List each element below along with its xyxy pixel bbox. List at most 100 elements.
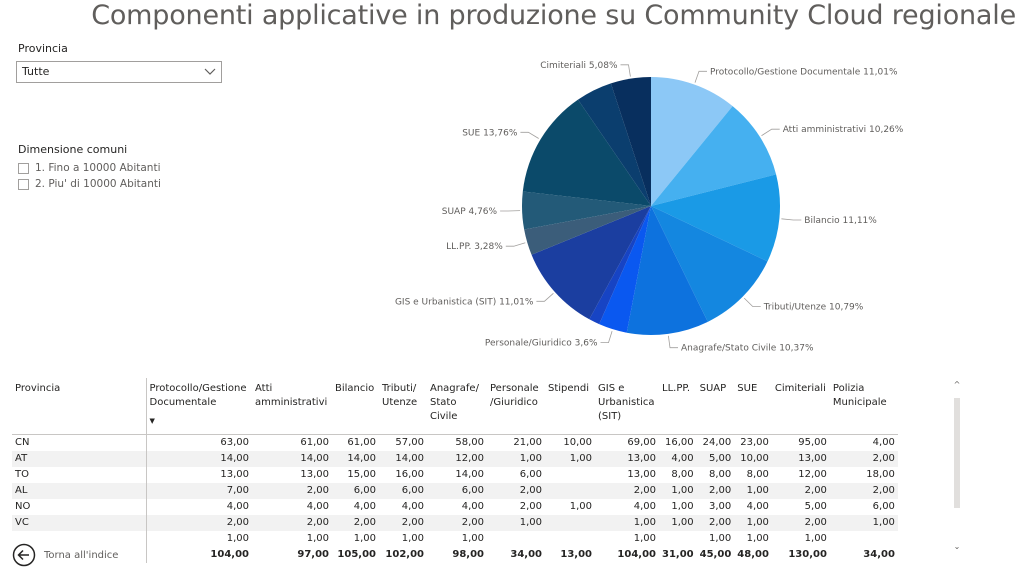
value-cell: 61,00	[300, 437, 329, 448]
pie-slice[interactable]	[651, 206, 768, 322]
provincia-cell	[12, 531, 147, 547]
value-cell: 45,00	[699, 549, 732, 560]
value-cell: 14,00	[252, 451, 332, 467]
column-header[interactable]: Cimiteriali	[771, 378, 830, 435]
pie-slice[interactable]	[610, 77, 651, 206]
value-cell: 12,00	[427, 451, 487, 467]
value-cell	[659, 531, 697, 547]
value-cell: 14,00	[379, 451, 427, 467]
column-header[interactable]: SUAP	[696, 378, 735, 435]
column-header[interactable]: Tributi/ Utenze	[379, 378, 427, 435]
checkbox-icon[interactable]	[18, 162, 29, 174]
pie-leader-line	[743, 297, 761, 307]
provincia-cell: AL	[12, 483, 147, 499]
pie-slice[interactable]	[599, 206, 651, 333]
table-row[interactable]: AL 7,00 2,00 6,00 6,00 6,00 2,00 2,00 1,00 2,00 1,…	[12, 483, 898, 499]
value-cell: 16,00	[665, 437, 694, 448]
value-cell: 6,00	[379, 483, 427, 499]
pie-leader-line	[761, 128, 780, 137]
table-row[interactable]: NO 4,00 4,00 4,00 4,00 4,00 2,00 1,00 4,00 1,00 3,…	[12, 499, 898, 515]
value-cell: 4,00	[401, 501, 424, 512]
pie-slice[interactable]	[651, 174, 781, 262]
column-header[interactable]: SUE	[734, 378, 772, 435]
dimensione-option-small[interactable]: 1. Fino a 10000 Abitanti	[18, 162, 160, 174]
table-row[interactable]: 1,00 1,00 1,00 1,00 1,00 1,00 1,00 1,00 1,00	[12, 531, 898, 547]
pie-data-label: SUE 13,76%	[462, 128, 518, 138]
value-cell: 2,00	[771, 483, 830, 499]
pie-slice[interactable]	[524, 206, 651, 255]
scroll-down-icon[interactable]: ⌄	[953, 542, 961, 551]
back-to-index-button[interactable]: Torna all'indice	[12, 543, 118, 567]
provincia-cell: NO	[12, 499, 147, 515]
value-cell	[545, 467, 595, 483]
page-title: Componenti applicative in produzione su …	[91, 0, 1016, 31]
value-cell: 13,00	[627, 469, 656, 480]
pie-slice[interactable]	[589, 206, 651, 325]
value-cell	[487, 531, 545, 547]
value-cell: 1,00	[734, 483, 772, 499]
value-cell: 31,00	[662, 549, 694, 560]
value-cell: 16,00	[395, 469, 424, 480]
column-header[interactable]: Polizia Municipale	[829, 378, 898, 435]
table-row[interactable]: VC 2,00 2,00 2,00 2,00 2,00 1,00 1,00 1,00 2,00 1,…	[12, 515, 898, 531]
pie-slice[interactable]	[626, 206, 708, 335]
provincia-cell	[12, 547, 147, 563]
pie-slice[interactable]	[521, 191, 651, 230]
scroll-up-icon[interactable]: ^	[953, 380, 961, 389]
value-cell: 18,00	[866, 469, 895, 480]
total-row[interactable]: 104,00 97,00 105,00 102,00 98,00 34,00 13,00 10…	[12, 547, 898, 563]
pie-slice[interactable]	[651, 106, 777, 206]
value-cell: 1,00	[545, 451, 595, 467]
value-cell: 1,00	[633, 533, 656, 544]
column-header[interactable]: Protocollo/Gestione Documentale ▼	[146, 378, 252, 435]
column-header[interactable]: Atti amministrativi	[252, 378, 332, 435]
value-cell: 95,00	[798, 437, 827, 448]
pie-slice[interactable]	[577, 83, 651, 206]
column-header-label: Polizia Municipale	[832, 383, 887, 408]
table-row[interactable]: TO 13,00 13,00 15,00 16,00 14,00 6,00 13,00 8,00…	[12, 467, 898, 483]
value-cell: 104,00	[210, 549, 249, 560]
column-header-label: Tributi/ Utenze	[382, 383, 418, 408]
pie-slice[interactable]	[522, 99, 651, 206]
column-header[interactable]: Personale /Giuridico	[487, 378, 545, 435]
value-cell: 4,00	[633, 501, 656, 512]
table-row[interactable]: AT 14,00 14,00 14,00 14,00 12,00 1,00 1,00 13,00…	[12, 451, 898, 467]
column-header[interactable]: Provincia	[12, 378, 147, 435]
column-header-label: Provincia	[15, 383, 61, 394]
value-cell: 8,00	[671, 469, 694, 480]
value-cell: 104,00	[617, 549, 656, 560]
value-cell: 21,00	[513, 437, 542, 448]
sort-descending-icon[interactable]: ▼	[149, 417, 155, 425]
value-cell: 57,00	[395, 437, 424, 448]
table-row[interactable]: CN 63,00 61,00 61,00 57,00 58,00 21,00 10,00 69,…	[12, 434, 898, 451]
provincia-dropdown[interactable]: Tutte	[16, 61, 222, 83]
pie-leader-line	[781, 218, 802, 221]
value-cell: 2,00	[252, 515, 332, 531]
provincia-cell: TO	[12, 467, 147, 483]
provincia-slicer-label: Provincia	[18, 42, 68, 55]
column-header[interactable]: Bilancio	[332, 378, 379, 435]
value-cell: 34,00	[863, 549, 895, 560]
provincia-cell: VC	[12, 515, 147, 531]
value-cell: 2,00	[519, 501, 542, 512]
column-header[interactable]: GIS e Urbanistica (SIT)	[595, 378, 659, 435]
dimensione-option-large[interactable]: 2. Piu' di 10000 Abitanti	[18, 178, 161, 190]
pie-slice[interactable]	[651, 77, 733, 206]
pie-data-label: SUAP 4,76%	[442, 207, 498, 217]
provincia-cell: CN	[12, 434, 147, 451]
pie-slice[interactable]	[531, 206, 651, 320]
table-scrollbar[interactable]: ^ ⌄	[952, 378, 962, 556]
value-cell: 23,00	[740, 437, 769, 448]
scroll-thumb[interactable]	[954, 398, 960, 508]
column-header[interactable]: Stipendi	[545, 378, 595, 435]
column-header[interactable]: LL.PP.	[659, 378, 697, 435]
checkbox-icon[interactable]	[18, 178, 29, 190]
value-cell: 14,00	[332, 451, 379, 467]
column-header-label: Personale /Giuridico	[490, 383, 539, 408]
column-header[interactable]: Anagrafe/ Stato Civile	[427, 378, 487, 435]
provincia-cell: AT	[12, 451, 147, 467]
value-cell: 98,00	[452, 549, 484, 560]
value-cell: 97,00	[297, 549, 329, 560]
value-cell: 1,00	[659, 483, 697, 499]
value-cell: 6,00	[427, 483, 487, 499]
